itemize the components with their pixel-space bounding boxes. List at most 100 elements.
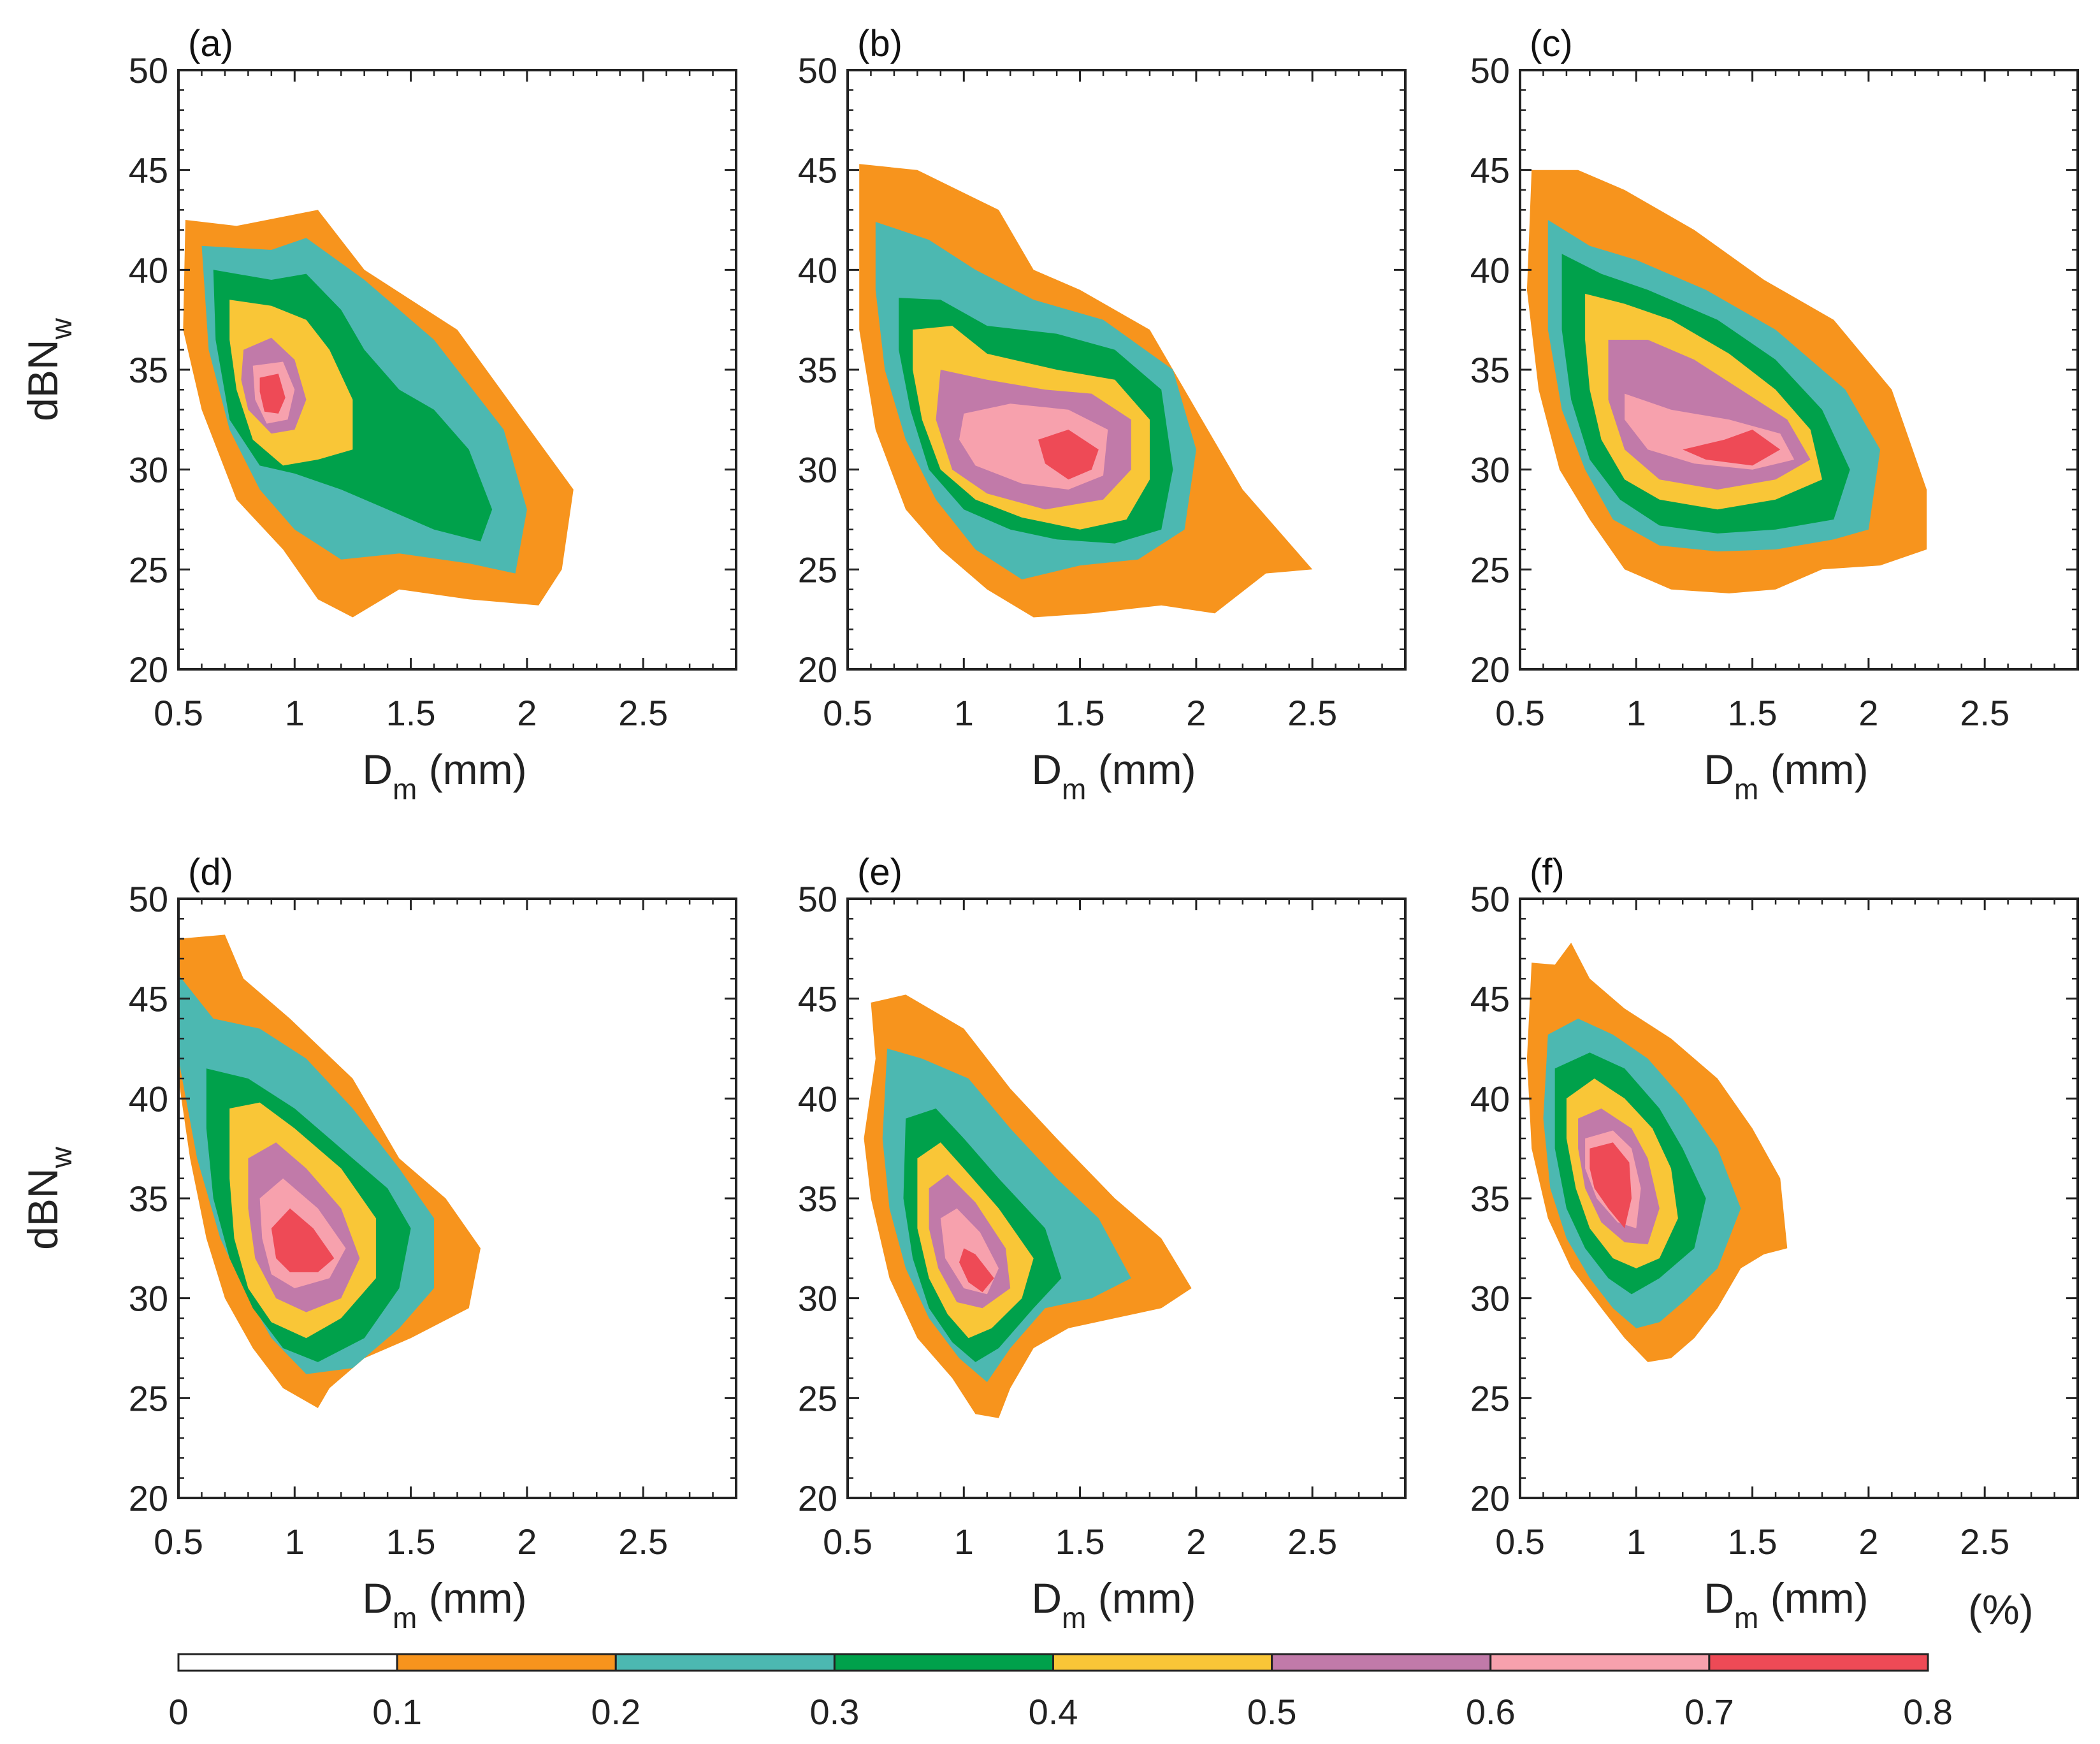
contour-fills (183, 210, 574, 618)
x-axis-label: Dm (mm) (1704, 746, 1868, 806)
y-tick-label: 50 (1470, 50, 1510, 91)
x-tick-label: 2 (1858, 1522, 1878, 1562)
y-tick-label: 20 (1470, 650, 1510, 690)
panel-label: (a) (188, 23, 233, 64)
x-axis-label: Dm (mm) (362, 746, 526, 806)
y-axis-label-main: dBN (19, 339, 66, 421)
colorbar-tick-label: 0.8 (1903, 1692, 1953, 1732)
panel-label: (d) (188, 852, 233, 893)
colorbar-segment (614, 1653, 836, 1672)
panel-c: 20 25 30 35 40 45 50 0.5 1 1.5 2 2.5 (c) Dm (mm) (1470, 23, 2079, 806)
x-axis-label-main: D (1704, 746, 1734, 793)
x-axis-label-sub: m (393, 1601, 417, 1634)
contour-level-0.7 (1683, 430, 1781, 466)
contour-fills (178, 934, 481, 1408)
y-tick-label: 20 (1470, 1478, 1510, 1518)
colorbar-tick-label: 0.4 (1029, 1692, 1078, 1732)
x-tick-label: 2.5 (1287, 693, 1337, 733)
y-tick-label: 35 (1470, 350, 1510, 390)
y-tick-label: 45 (129, 150, 168, 191)
y-tick-label: 25 (1470, 549, 1510, 590)
colorbar-segment (1489, 1653, 1711, 1672)
y-axis-label-sub: w (45, 317, 78, 340)
y-tick-label: 40 (798, 1079, 837, 1119)
x-tick-label: 1 (1626, 1522, 1646, 1562)
x-axis-label: Dm (mm) (362, 1574, 526, 1634)
x-axis-label-main: D (1704, 1574, 1734, 1622)
y-tick-label: 25 (798, 1378, 837, 1418)
y-tick-label: 35 (129, 1179, 168, 1219)
y-axis-label: dBNw (19, 1146, 78, 1249)
contour-level-0.7 (259, 374, 286, 414)
y-tick-label: 35 (1470, 1179, 1510, 1219)
colorbar-segment (1708, 1653, 1929, 1672)
panel-label: (f) (1530, 852, 1565, 893)
y-tick-label: 40 (129, 1079, 168, 1119)
y-tick-label: 25 (1470, 1378, 1510, 1418)
y-tick-label: 25 (129, 549, 168, 590)
x-tick-label: 2 (517, 1522, 537, 1562)
x-axis-label-unit: (mm) (417, 1574, 526, 1622)
y-tick-label: 30 (1470, 450, 1510, 490)
x-tick-label: 0.5 (1495, 693, 1545, 733)
x-tick-label: 1.5 (1055, 1522, 1105, 1562)
y-tick-label: 40 (1470, 1079, 1510, 1119)
colorbar-segments (177, 1653, 1929, 1672)
y-tick-label: 30 (129, 1279, 168, 1319)
contour-level-0.7 (959, 1248, 994, 1293)
colorbar-tick-label: 0.6 (1466, 1692, 1516, 1732)
x-tick-label: 1.5 (1728, 693, 1778, 733)
x-tick-label: 2.5 (618, 1522, 668, 1562)
x-tick-label: 2.5 (618, 693, 668, 733)
y-tick-label: 35 (798, 350, 837, 390)
x-tick-label: 1 (285, 693, 305, 733)
panel-b: 20 25 30 35 40 45 50 0.5 1 1.5 2 2.5 (b) Dm (mm) (798, 23, 1407, 806)
y-tick-label: 30 (798, 1279, 837, 1319)
x-axis-label-main: D (1031, 1574, 1062, 1622)
x-axis-label: Dm (mm) (1031, 1574, 1196, 1634)
x-tick-label: 2 (1186, 693, 1206, 733)
y-tick-label: 50 (798, 879, 837, 919)
y-axis-label-sub: w (45, 1146, 78, 1168)
x-axis-label-unit: (mm) (1086, 1574, 1196, 1622)
contour-level-0.7 (1589, 1142, 1632, 1228)
y-tick-label: 50 (1470, 879, 1510, 919)
y-tick-label: 45 (798, 150, 837, 191)
y-tick-label: 25 (798, 549, 837, 590)
y-tick-label: 45 (1470, 979, 1510, 1019)
x-axis-label-main: D (362, 1574, 393, 1622)
x-axis-label-unit: (mm) (1758, 746, 1868, 793)
y-tick-label: 45 (129, 979, 168, 1019)
panel-label: (c) (1530, 23, 1573, 64)
y-tick-label: 35 (129, 350, 168, 390)
colorbar-tick-label: 0.3 (809, 1692, 859, 1732)
y-tick-label: 35 (798, 1179, 837, 1219)
x-tick-label: 2.5 (1287, 1522, 1337, 1562)
x-axis-label-sub: m (393, 773, 417, 806)
colorbar-tick-label: 0.7 (1684, 1692, 1734, 1732)
x-tick-label: 2 (1186, 1522, 1206, 1562)
x-tick-label: 2 (1858, 693, 1878, 733)
x-tick-label: 1 (954, 1522, 974, 1562)
y-tick-label: 30 (798, 450, 837, 490)
panel-f: 20 25 30 35 40 45 50 0.5 1 1.5 2 2.5 (f) Dm (mm) (1470, 852, 2079, 1634)
x-tick-label: 1.5 (386, 1522, 436, 1562)
x-axis-label-unit: (mm) (1758, 1574, 1868, 1622)
colorbar-unit-label: (%) (1968, 1586, 2034, 1633)
x-tick-label: 1.5 (1055, 693, 1105, 733)
colorbar-segment (177, 1653, 398, 1672)
y-tick-label: 45 (798, 979, 837, 1019)
x-tick-label: 1 (285, 1522, 305, 1562)
y-tick-label: 20 (798, 1478, 837, 1518)
y-tick-label: 50 (798, 50, 837, 91)
colorbar-segment (1052, 1653, 1273, 1672)
x-tick-label: 2.5 (1960, 693, 2009, 733)
colorbar-segment (396, 1653, 617, 1672)
x-tick-label: 0.5 (154, 1522, 203, 1562)
colorbar-segment (833, 1653, 1054, 1672)
panel-label: (b) (857, 23, 902, 64)
x-tick-label: 1 (954, 693, 974, 733)
x-tick-label: 0.5 (823, 1522, 873, 1562)
y-tick-label: 20 (129, 1478, 168, 1518)
